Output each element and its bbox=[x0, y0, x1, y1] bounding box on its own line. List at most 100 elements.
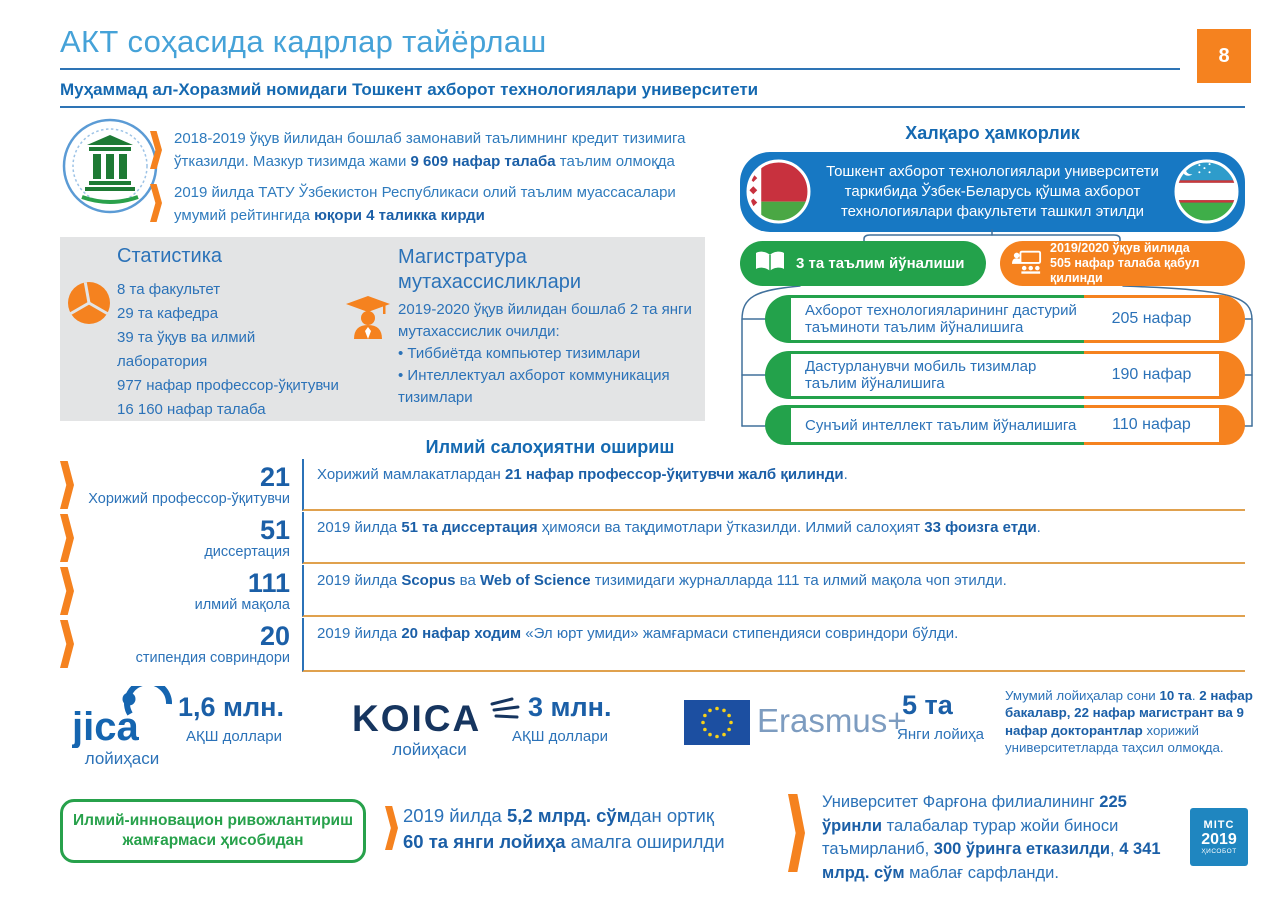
directions-pill: 3 та таълим йўналиши bbox=[740, 241, 986, 286]
erasmus-amount: 5 та bbox=[902, 690, 953, 720]
erasmus-unit: Янги лойиҳа bbox=[897, 726, 984, 743]
science-label: Хорижий профессор-ўқитувчи bbox=[88, 491, 290, 507]
admission-pill: 2019/2020 ўқув йилида 505 нафар талаба қ… bbox=[1000, 241, 1245, 286]
eu-flag-icon bbox=[684, 700, 750, 745]
science-stat: 21 Хорижий профессор-ўқитувчи bbox=[62, 463, 290, 508]
fund-box-line-1: Илмий-инновацион ривожлантириш bbox=[73, 812, 353, 829]
direction-label: Дастурланувчи мобиль тизимлар таълим йўн… bbox=[791, 351, 1084, 399]
science-text: 2019 йилда Scopus ва Web of Science тизи… bbox=[302, 565, 1245, 617]
magistracy-heading: Магистратура мутахассисликлари bbox=[398, 246, 582, 293]
innovation-fund-box: Илмий-инновацион ривожлантириш жамғармас… bbox=[60, 799, 366, 863]
chevron-icon bbox=[60, 567, 74, 615]
koica-logo: KOICA bbox=[352, 695, 527, 741]
magistracy-text: 2019-2020 ўқув йилидан бошлаб 2 та янги … bbox=[398, 299, 698, 409]
international-banner: Тошкент ахборот технологиялари университ… bbox=[740, 152, 1245, 232]
orange-cap bbox=[1219, 351, 1245, 399]
graduate-icon bbox=[344, 292, 392, 340]
science-label: диссертация bbox=[204, 544, 290, 560]
uzbekistan-flag-icon bbox=[1174, 159, 1239, 224]
classroom-icon bbox=[1012, 249, 1042, 279]
university-subtitle: Муҳаммад ал-Хоразмий номидаги Тошкент ах… bbox=[60, 80, 759, 99]
direction-label: Ахборот технологияларининг дастурий таъм… bbox=[791, 295, 1084, 343]
jica-unit: АҚШ доллари bbox=[186, 728, 282, 745]
belarus-flag-icon bbox=[746, 159, 811, 224]
book-icon bbox=[754, 250, 786, 278]
direction-row: Дастурланувчи мобиль тизимлар таълим йўн… bbox=[765, 351, 1245, 399]
science-text: 2019 йилда 20 нафар ходим «Эл юрт умиди»… bbox=[302, 618, 1245, 672]
stat-item: 16 160 нафар талаба bbox=[117, 401, 266, 418]
direction-value: 190 нафар bbox=[1084, 351, 1219, 399]
statistics-list: 8 та факультет 29 та кафедра 39 та ўқув … bbox=[117, 278, 342, 422]
erasmus-logo: Erasmus+ bbox=[757, 702, 907, 739]
direction-value: 110 нафар bbox=[1084, 405, 1219, 445]
direction-label: Сунъий интеллект таълим йўналишига bbox=[791, 405, 1084, 445]
admission-line-2: 505 нафар талаба қабул қилинди bbox=[1050, 256, 1200, 285]
magistracy-intro: 2019-2020 ўқув йилидан бошлаб 2 та янги … bbox=[398, 301, 692, 340]
fund-box-line-2: жамғармаси ҳисобидан bbox=[122, 832, 304, 849]
chevron-icon bbox=[60, 620, 74, 668]
science-number: 51 bbox=[259, 515, 290, 545]
koica-unit: АҚШ доллари bbox=[512, 728, 608, 745]
subtitle-divider bbox=[60, 106, 1245, 108]
international-heading: Халқаро ҳамкорлик bbox=[905, 123, 1080, 143]
magistracy-bullet: Интеллектуал ахборот коммуникация тизимл… bbox=[398, 365, 698, 409]
stat-item: 8 та факультет bbox=[117, 281, 221, 298]
magistracy-bullet: Тиббиётда компьютер тизимлари bbox=[398, 343, 698, 365]
jica-label: лойиҳаси bbox=[84, 749, 160, 768]
intro-bullet-2: 2019 йилда ТАТУ Ўзбекистон Республикаси … bbox=[174, 184, 676, 224]
stat-item: 29 та кафедра bbox=[117, 305, 219, 322]
fund-text: 2019 йилда 5,2 млрд. сўмдан ортиқ 60 та … bbox=[403, 805, 725, 852]
green-cap bbox=[765, 405, 791, 445]
international-banner-text: Тошкент ахборот технологиялари университ… bbox=[826, 163, 1159, 220]
chevron-icon bbox=[150, 184, 162, 222]
science-number: 111 bbox=[247, 568, 290, 598]
title-divider bbox=[60, 68, 1180, 70]
orange-cap bbox=[1219, 295, 1245, 343]
orange-cap bbox=[1219, 405, 1245, 445]
chevron-icon bbox=[60, 461, 74, 509]
chevron-icon bbox=[60, 514, 74, 562]
chevron-icon bbox=[385, 806, 398, 850]
science-text: 2019 йилда 51 та диссертация ҳимояси ва … bbox=[302, 512, 1245, 564]
admission-line-1: 2019/2020 ўқув йилида bbox=[1050, 241, 1190, 255]
jica-logo: jica bbox=[71, 679, 174, 749]
directions-pill-label: 3 та таълим йўналиши bbox=[796, 255, 965, 272]
science-heading: Илмий салоҳиятни ошириш bbox=[425, 437, 675, 457]
badge-line-1: MITC bbox=[1203, 818, 1235, 831]
admission-pill-label: 2019/2020 ўқув йилида 505 нафар талаба қ… bbox=[1050, 241, 1245, 286]
science-text: Хорижий мамлакатлардан 21 нафар профессо… bbox=[302, 459, 1245, 511]
intro-bullet-1: 2018-2019 ўқув йилидан бошлаб замонавий … bbox=[174, 130, 686, 170]
green-cap bbox=[765, 295, 791, 343]
page-number-badge: 8 bbox=[1197, 29, 1251, 83]
statistics-heading: Статистика bbox=[117, 245, 223, 267]
koica-logo-text: KOICA bbox=[352, 698, 481, 739]
direction-value: 205 нафар bbox=[1084, 295, 1219, 343]
science-stat: 111 илмий мақола bbox=[62, 569, 290, 614]
science-label: илмий мақола bbox=[194, 597, 290, 613]
chevron-icon bbox=[150, 131, 162, 169]
badge-line-3: ҲИСОБОТ bbox=[1201, 847, 1237, 855]
page-title: АКТ соҳасида кадрлар тайёрлаш bbox=[60, 24, 547, 59]
badge-line-2: 2019 bbox=[1201, 830, 1237, 848]
fergana-text: Университет Фарғона филиалининг 225 ўрин… bbox=[822, 793, 1161, 882]
stat-item: 39 та ўқув ва илмий лаборатория bbox=[117, 329, 256, 370]
science-number: 21 bbox=[259, 462, 290, 492]
university-logo-icon bbox=[62, 118, 158, 214]
report-badge: MITC 2019 ҲИСОБОТ bbox=[1190, 808, 1248, 866]
chevron-icon bbox=[788, 794, 805, 872]
science-label: стипендия совриндори bbox=[135, 650, 290, 666]
koica-amount: 3 млн. bbox=[528, 692, 612, 722]
science-number: 20 bbox=[259, 621, 290, 651]
direction-row: Сунъий интеллект таълим йўналишига 110 н… bbox=[765, 405, 1245, 445]
koica-label: лойиҳаси bbox=[392, 740, 467, 759]
jica-logo-text: jica bbox=[72, 705, 139, 748]
projects-summary: Умумий лойиҳалар сони 10 та. 2 нафар бак… bbox=[1005, 688, 1253, 755]
science-stat: 20 стипендия совриндори bbox=[62, 622, 290, 667]
direction-row: Ахборот технологияларининг дастурий таъм… bbox=[765, 295, 1245, 343]
science-stat: 51 диссертация bbox=[62, 516, 290, 561]
jica-amount: 1,6 млн. bbox=[178, 692, 284, 722]
stat-item: 977 нафар профессор-ўқитувчи bbox=[117, 377, 339, 394]
pie-chart-icon bbox=[66, 280, 112, 326]
green-cap bbox=[765, 351, 791, 399]
